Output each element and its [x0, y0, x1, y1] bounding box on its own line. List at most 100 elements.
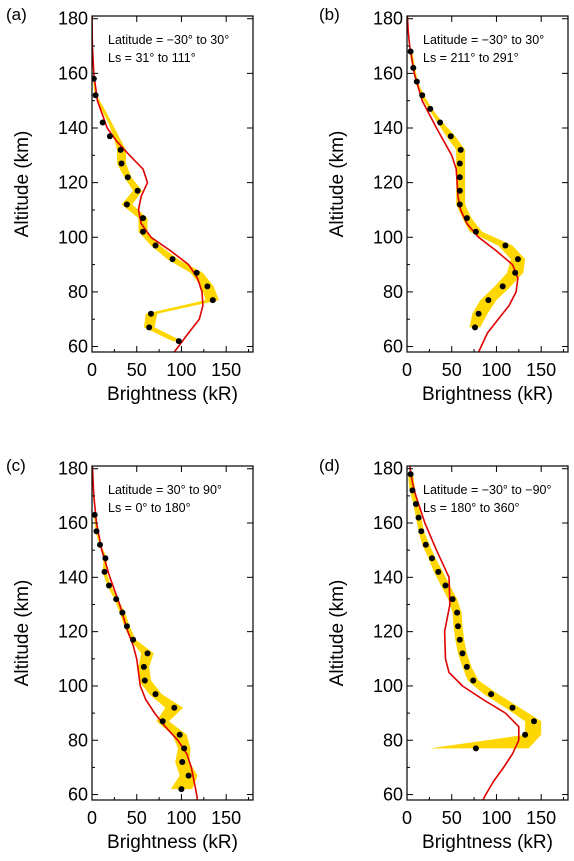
data-point [512, 269, 519, 276]
data-point [472, 228, 479, 235]
x-tick-label: 0 [402, 360, 412, 380]
panel-label: (c) [6, 456, 26, 475]
data-point [509, 704, 516, 711]
plot-area [407, 466, 542, 800]
plot-area [92, 466, 199, 800]
y-tick-label: 120 [373, 622, 403, 642]
y-tick-label: 60 [383, 785, 403, 805]
y-axis-label: Altitude (km) [12, 580, 33, 687]
data-point [472, 745, 479, 752]
y-tick-label: 120 [58, 622, 88, 642]
data-point [463, 215, 470, 222]
uncertainty-band [409, 51, 526, 328]
data-point [514, 256, 521, 263]
data-point [502, 242, 509, 249]
data-point [409, 487, 416, 494]
data-point [175, 338, 182, 345]
x-axis-label: Brightness (kR) [107, 832, 238, 853]
x-tick-label: 100 [481, 360, 511, 380]
data-point [456, 187, 463, 194]
data-point [418, 528, 425, 535]
plot-frame [91, 15, 254, 353]
data-point [412, 501, 419, 507]
y-tick-label: 180 [58, 459, 88, 479]
data-point [178, 786, 185, 793]
y-tick-label: 140 [58, 567, 88, 587]
annotation-text: Ls = 0° to 180° [108, 501, 191, 515]
data-point [117, 146, 124, 153]
x-tick-label: 100 [481, 808, 511, 828]
x-tick-label: 100 [166, 360, 196, 380]
data-point [499, 283, 506, 290]
data-point [124, 174, 131, 181]
x-tick-label: 150 [211, 808, 241, 828]
x-tick-label: 50 [442, 808, 462, 828]
data-point [140, 215, 146, 222]
y-tick-label: 140 [373, 118, 403, 138]
data-point [152, 691, 159, 698]
annotation-text: Ls = 180° to 360° [423, 501, 520, 515]
y-tick-label: 100 [58, 227, 88, 247]
x-tick-label: 150 [211, 360, 241, 380]
panel-label: (b) [319, 5, 340, 24]
x-axis-label: Brightness (kR) [422, 384, 553, 405]
data-point [456, 174, 463, 181]
model-line [92, 16, 204, 352]
data-point [475, 310, 482, 317]
data-point [92, 92, 99, 99]
y-tick-label: 140 [373, 567, 403, 587]
y-tick-label: 180 [58, 9, 88, 29]
data-point [106, 582, 112, 589]
x-tick-label: 0 [87, 360, 97, 380]
panel-a: 0 50 100 150 60 80 100 120 140 160 180 Brightness (… [6, 5, 254, 405]
data-point [442, 582, 449, 589]
data-point [204, 283, 211, 290]
data-point [123, 623, 130, 630]
y-axis-label: Altitude (km) [327, 580, 348, 687]
data-point [113, 596, 120, 603]
data-point [181, 745, 188, 752]
data-point [454, 609, 461, 616]
y-tick-label: 160 [373, 63, 403, 83]
plot-area [407, 16, 526, 352]
data-point [141, 677, 148, 684]
annotation-text: Latitude = −30° to 30° [108, 33, 229, 47]
data-point [422, 541, 429, 548]
data-point [209, 297, 216, 304]
panel-label: (a) [6, 5, 27, 24]
y-tick-label: 120 [373, 173, 403, 193]
y-tick-label: 120 [58, 173, 88, 193]
data-point [144, 650, 151, 657]
y-tick-label: 60 [68, 785, 88, 805]
model-line [92, 466, 199, 800]
data-point [169, 256, 176, 263]
data-point [485, 297, 492, 304]
data-point [148, 310, 154, 317]
data-point [429, 555, 435, 562]
y-tick-label: 140 [58, 118, 88, 138]
data-point [447, 133, 454, 140]
data-point [407, 471, 414, 478]
x-tick-label: 50 [127, 360, 147, 380]
panel-b: 0 50 100 150 60 80 100 120 140 160 180 Brightness (… [319, 5, 569, 405]
x-axis-label: Brightness (kR) [107, 384, 238, 405]
model-line [408, 466, 520, 800]
x-tick-label: 0 [402, 808, 412, 828]
annotation-text: Ls = 211° to 291° [423, 51, 519, 65]
x-axis-label: Brightness (kR) [422, 832, 553, 853]
data-point [130, 636, 137, 643]
x-tick-label: 150 [526, 808, 556, 828]
y-tick-label: 60 [383, 337, 403, 357]
data-point [459, 650, 466, 657]
data-point [185, 772, 192, 779]
data-point [171, 704, 178, 711]
data-point [176, 731, 183, 738]
data-point [140, 663, 147, 670]
y-tick-label: 100 [373, 676, 403, 696]
data-point [193, 269, 200, 276]
plot-area [92, 16, 219, 352]
data-point [140, 228, 146, 235]
data-point [407, 48, 414, 55]
data-point [522, 731, 529, 738]
